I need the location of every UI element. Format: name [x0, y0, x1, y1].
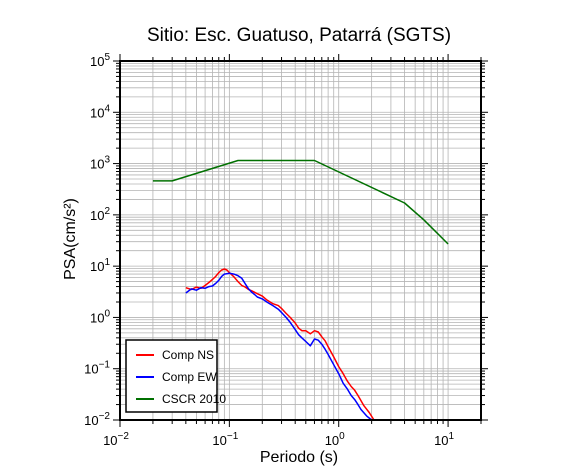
y-axis-label: PSA(cm/s²): [62, 198, 79, 280]
x-tick-label: 10−1: [212, 431, 238, 448]
series-lines: [152, 159, 449, 421]
plot-frame: [119, 60, 482, 421]
y-tick-label: 10−2: [84, 411, 110, 428]
series-line-comp-ew: [185, 272, 373, 421]
y-tick-label: 105: [90, 52, 110, 69]
legend-label-cscr-2010: CSCR 2010: [162, 392, 226, 406]
y-tick-label: 103: [90, 155, 110, 172]
y-tick-label: 100: [90, 308, 110, 325]
series-line-comp-ns: [185, 268, 375, 421]
x-tick-label: 100: [325, 431, 345, 448]
x-tick-label: 10−2: [103, 431, 129, 448]
x-axis-label: Periodo (s): [260, 449, 338, 466]
series-line-cscr-2010: [152, 159, 449, 245]
legend: Comp NS Comp EW CSCR 2010: [125, 339, 226, 413]
y-tick-label: 101: [90, 257, 110, 274]
legend-label-comp-ns: Comp NS: [162, 348, 214, 362]
y-tick-label: 10−1: [84, 360, 110, 377]
y-tick-label: 104: [90, 103, 110, 120]
grid: [119, 60, 482, 421]
y-tick-label: 102: [90, 206, 110, 223]
chart-title: Sitio: Esc. Guatuso, Patarrá (SGTS): [147, 25, 451, 46]
x-tick-label: 101: [434, 431, 454, 448]
axis-ticks: 10−2 10−1 100 101 10−2 10−1 100 101 102 103 104 105: [84, 52, 488, 448]
legend-label-comp-ew: Comp EW: [162, 370, 217, 384]
